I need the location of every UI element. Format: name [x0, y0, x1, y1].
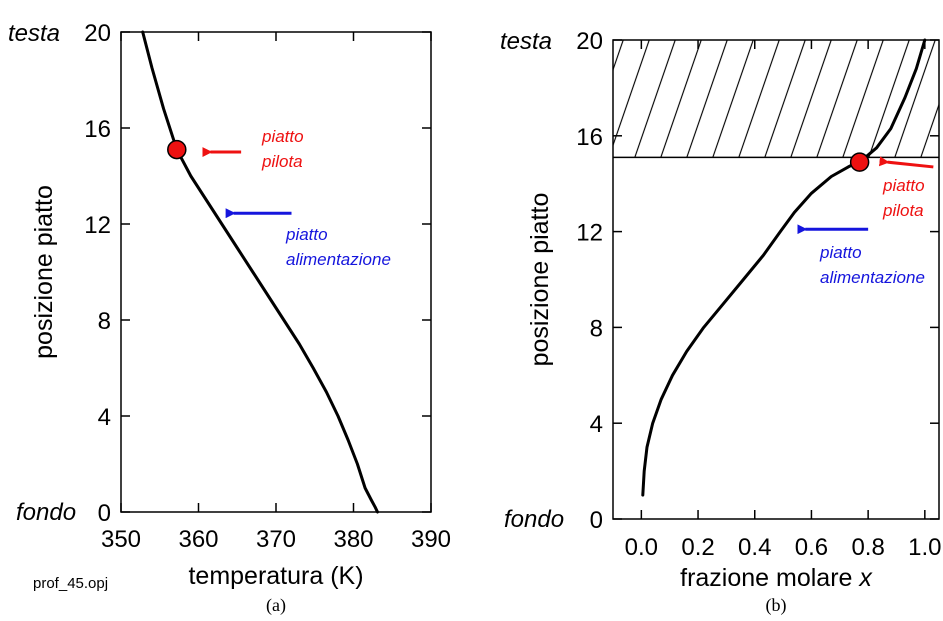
- x-tick-label: 0.0: [625, 534, 658, 561]
- annotation-text: piatto: [819, 243, 862, 262]
- x-tick-label: 380: [333, 526, 373, 553]
- annotation-text: alimentazione: [286, 250, 391, 269]
- x-tick-label: 390: [411, 526, 451, 553]
- y-tick-label: 8: [98, 308, 111, 335]
- x-tick-label: 370: [256, 526, 296, 553]
- x-axis-label-text: temperatura (K): [188, 562, 363, 590]
- panel-caption: (b): [766, 595, 787, 616]
- annotation-text: pilota: [261, 152, 303, 171]
- x-tick-label: 0.2: [681, 534, 714, 561]
- x-axis-label-variable: x: [858, 564, 873, 592]
- x-tick-label: 350: [101, 526, 141, 553]
- file-footnote: prof_45.opj: [33, 575, 108, 592]
- annotation-text: piatto: [285, 225, 328, 244]
- x-tick-label: 360: [178, 526, 218, 553]
- y-tick-label: 16: [84, 116, 111, 143]
- x-axis-label: frazione molare x: [680, 564, 873, 592]
- y-tick-label: 12: [576, 220, 603, 247]
- top-label: testa: [8, 20, 60, 47]
- annotation-text: pilota: [882, 201, 924, 220]
- pilot-tray-marker: [849, 152, 870, 172]
- y-tick-label: 0: [590, 507, 603, 534]
- x-tick-label: 1.0: [908, 534, 941, 561]
- hatched-region: [613, 40, 939, 158]
- annotation-text: alimentazione: [820, 268, 925, 287]
- annotation-text: piatto: [882, 176, 925, 195]
- annotation-arrow: [878, 156, 934, 169]
- x-tick-label: 0.8: [851, 534, 884, 561]
- y-tick-label: 16: [576, 124, 603, 151]
- bottom-label: fondo: [504, 506, 564, 533]
- pilot-tray-marker: [167, 139, 187, 160]
- y-tick-label: 12: [84, 212, 111, 239]
- panel-caption: (a): [266, 595, 286, 616]
- y-axis-label: posizione piatto: [526, 193, 554, 367]
- series-line: [641, 38, 927, 497]
- chart-b: 0.0 0.2 0.4 0.6 0.8 1.0 0 4 8 12 16 20 testa fondo fra…: [500, 28, 942, 616]
- bottom-label: fondo: [16, 499, 76, 526]
- y-tick-label: 4: [590, 411, 603, 438]
- plot-frame: [120, 31, 432, 513]
- plot-frame: [612, 39, 940, 520]
- y-tick-label: 20: [576, 28, 603, 55]
- y-tick-label: 8: [590, 315, 603, 342]
- top-label: testa: [500, 28, 552, 55]
- y-tick-label: 20: [84, 20, 111, 47]
- y-tick-label: 0: [98, 500, 111, 527]
- y-tick-label: 4: [98, 404, 111, 431]
- chart-a: 350 360 370 380 390 0 4 8 12 16 20 testa fondo temper…: [8, 20, 451, 616]
- x-tick-label: 0.4: [738, 534, 771, 561]
- annotation-text: piatto: [261, 127, 304, 146]
- series-line: [141, 30, 379, 514]
- x-axis-label-text: frazione molare: [680, 564, 859, 592]
- x-axis-label: temperatura (K): [188, 562, 363, 590]
- y-axis-label: posizione piatto: [30, 185, 58, 359]
- x-tick-label: 0.6: [795, 534, 828, 561]
